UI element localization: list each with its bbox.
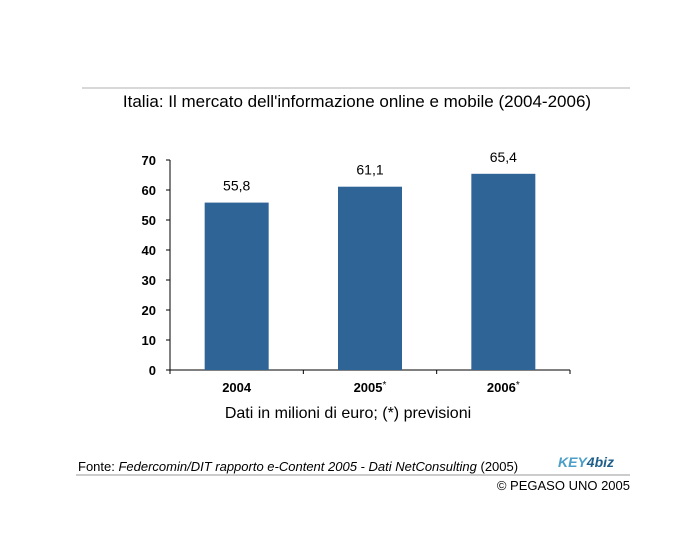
data-label-2004: 55,8 bbox=[223, 178, 250, 194]
logo-biz: biz bbox=[595, 454, 614, 470]
y-tick-label: 20 bbox=[142, 303, 156, 318]
source-note: Fonte: Federcomin/DIT rapporto e-Content… bbox=[78, 459, 518, 474]
logo-four: 4 bbox=[586, 454, 595, 470]
copyright-note: © PEGASO UNO 2005 bbox=[497, 478, 630, 493]
y-tick-label: 40 bbox=[142, 243, 156, 258]
bar-2006 bbox=[471, 173, 536, 370]
bars: 55,8 2004 61,1 2005* 65,4 2006* bbox=[204, 149, 536, 395]
bar-2004 bbox=[204, 202, 269, 370]
source-suffix: (2005) bbox=[477, 459, 518, 474]
data-label-2005: 61,1 bbox=[356, 162, 383, 178]
y-tick-label: 0 bbox=[149, 363, 156, 378]
logo-key: KEY bbox=[558, 454, 588, 470]
y-tick-label: 70 bbox=[142, 153, 156, 168]
y-tick-label: 50 bbox=[142, 213, 156, 228]
y-tick-label: 30 bbox=[142, 273, 156, 288]
y-tick-label: 60 bbox=[142, 183, 156, 198]
source-prefix: Fonte: bbox=[78, 459, 118, 474]
x-tick-label-2006: 2006* bbox=[487, 380, 520, 395]
svg-text:KEY4biz: KEY4biz bbox=[558, 454, 614, 470]
data-label-2006: 65,4 bbox=[490, 149, 517, 165]
x-axis-label: Dati in milioni di euro; (*) previsioni bbox=[225, 405, 471, 422]
key4biz-logo: KEY4biz bbox=[558, 454, 614, 470]
chart-title: Italia: Il mercato dell'informazione onl… bbox=[123, 92, 591, 111]
x-tick-label-2004: 2004 bbox=[222, 380, 252, 395]
source-italic: Federcomin/DIT rapporto e-Content 2005 -… bbox=[118, 459, 477, 474]
bar-2005 bbox=[338, 186, 402, 370]
x-tick-label-2005: 2005* bbox=[354, 380, 387, 395]
y-tick-label: 10 bbox=[142, 333, 156, 348]
